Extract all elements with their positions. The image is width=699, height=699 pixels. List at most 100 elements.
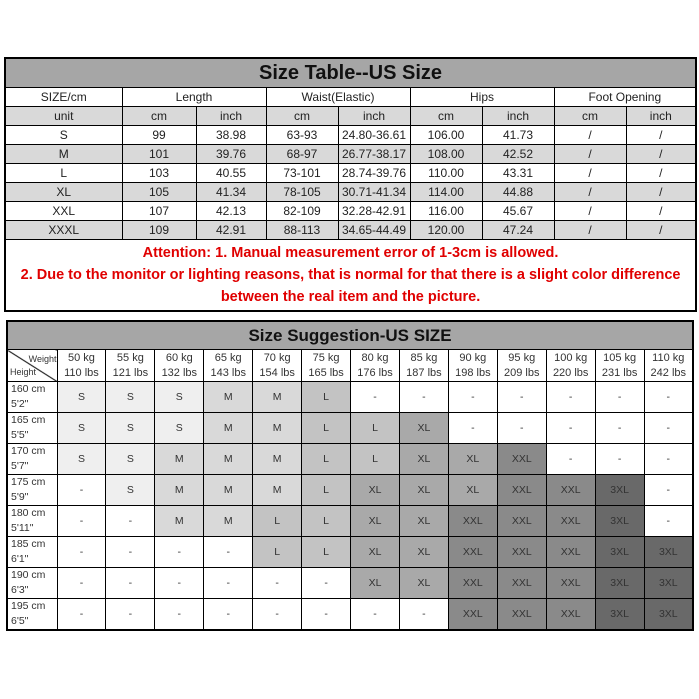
weight-header: 85 kg 187 lbs — [398, 349, 449, 382]
weight-lbs: 154 lbs — [259, 366, 295, 379]
suggested-size-cell: M — [252, 474, 303, 506]
suggested-size-cell: S — [56, 443, 107, 475]
size-cell: 28.74-39.76 — [337, 163, 411, 183]
height-ft: 5'11" — [11, 522, 34, 534]
size-cell: 38.98 — [195, 125, 267, 145]
suggested-size-cell: XL — [350, 536, 400, 568]
size-cell: / — [553, 182, 627, 202]
suggestion-row: 160 cm 5'2" S S S M M L - - - - - - - — [6, 381, 694, 413]
height-header: 190 cm 6'3" — [6, 567, 58, 599]
weight-header: 105 kg 231 lbs — [594, 349, 645, 382]
size-cell: / — [625, 144, 697, 164]
weight-kg: 80 kg — [361, 351, 389, 364]
weight-kg: 85 kg — [410, 351, 438, 364]
suggested-size-cell: XXL — [545, 505, 596, 537]
size-suggestion-title: Size Suggestion-US SIZE — [6, 320, 694, 350]
weight-label: Weight — [28, 354, 57, 364]
size-cell: 78-105 — [265, 182, 339, 202]
suggested-size-cell: - — [105, 567, 156, 599]
suggestion-row: 185 cm 6'1" - - - - L L XL XL XXL XXL XXL 3XL 3XL — [6, 536, 694, 568]
size-cell: 24.80-36.61 — [337, 125, 411, 145]
height-cm: 175 cm — [11, 476, 46, 488]
weight-lbs: 110 lbs — [64, 366, 99, 379]
suggested-size-cell: - — [56, 598, 107, 631]
weight-kg: 60 kg — [165, 351, 193, 364]
suggested-size-cell: 3XL — [643, 567, 694, 599]
suggested-size-cell: - — [594, 443, 645, 475]
attention-note: Attention: 1. Manual measurement error o… — [4, 239, 697, 312]
suggested-size-cell: 3XL — [643, 536, 694, 568]
size-label: M — [4, 144, 123, 164]
suggested-size-cell: L — [252, 505, 303, 537]
suggested-size-cell: XL — [398, 474, 449, 506]
size-cell: 101 — [121, 144, 197, 164]
suggested-size-cell: 3XL — [643, 598, 694, 631]
size-cell: 63-93 — [265, 125, 339, 145]
unit-header: inch — [481, 106, 555, 126]
suggested-size-cell: S — [154, 381, 205, 413]
suggested-size-cell: 3XL — [594, 598, 645, 631]
suggested-size-cell: M — [252, 443, 303, 475]
height-header: 170 cm 5'7" — [6, 443, 58, 475]
suggested-size-cell: XL — [398, 412, 449, 444]
size-cell: 110.00 — [409, 163, 483, 183]
suggested-size-cell: XXL — [496, 474, 547, 506]
weight-kg: 70 kg — [263, 351, 291, 364]
size-cell: 109 — [121, 220, 197, 240]
suggested-size-cell: - — [301, 598, 352, 631]
size-cell: 73-101 — [265, 163, 339, 183]
weight-kg: 95 kg — [508, 351, 536, 364]
height-ft: 6'3" — [11, 584, 29, 596]
suggested-size-cell: XXL — [545, 536, 596, 568]
size-cell: / — [553, 144, 627, 164]
suggested-size-cell: - — [496, 412, 547, 444]
suggested-size-cell: - — [105, 598, 156, 631]
suggested-size-cell: - — [203, 536, 254, 568]
suggested-size-cell: XXL — [447, 567, 498, 599]
suggested-size-cell: XXL — [545, 567, 596, 599]
size-label: L — [4, 163, 123, 183]
weight-lbs: 198 lbs — [455, 366, 491, 379]
size-cell: 108.00 — [409, 144, 483, 164]
suggested-size-cell: S — [56, 412, 107, 444]
column-group-header: Foot Opening — [553, 87, 697, 107]
column-group-header: Hips — [409, 87, 555, 107]
suggested-size-cell: - — [56, 505, 107, 537]
suggested-size-cell: S — [154, 412, 205, 444]
suggested-size-cell: S — [56, 381, 107, 413]
suggested-size-cell: - — [643, 505, 694, 537]
weight-header: 95 kg 209 lbs — [496, 349, 547, 382]
height-label: Height — [10, 367, 37, 377]
unit-header: inch — [625, 106, 697, 126]
weight-lbs: 231 lbs — [601, 366, 638, 379]
weight-header: 110 kg 242 lbs — [643, 349, 694, 382]
size-cell: 32.28-42.91 — [337, 201, 411, 221]
size-cell: 116.00 — [409, 201, 483, 221]
suggested-size-cell: XL — [447, 474, 498, 506]
size-cell: 34.65-44.49 — [337, 220, 411, 240]
height-header: 160 cm 5'2" — [6, 381, 58, 413]
suggested-size-cell: - — [447, 381, 498, 413]
corner-header: Weight Height — [6, 349, 58, 382]
weight-lbs: 220 lbs — [552, 366, 589, 379]
suggested-size-cell: M — [203, 412, 254, 444]
suggested-size-cell: - — [594, 412, 645, 444]
weight-header: 55 kg 121 lbs — [105, 349, 156, 382]
size-label: XL — [4, 182, 123, 202]
suggested-size-cell: - — [105, 536, 156, 568]
unit-header: cm — [553, 106, 627, 126]
weight-header: 50 kg 110 lbs — [56, 349, 107, 382]
size-cell: / — [625, 182, 697, 202]
suggested-size-cell: - — [545, 443, 596, 475]
size-cell: 105 — [121, 182, 197, 202]
size-cell: 40.55 — [195, 163, 267, 183]
suggested-size-cell: L — [350, 443, 400, 475]
height-ft: 6'5" — [11, 615, 29, 627]
weight-kg: 50 kg — [68, 351, 95, 364]
suggested-size-cell: XL — [350, 474, 400, 506]
unit-header: cm — [265, 106, 339, 126]
weight-header: 75 kg 165 lbs — [301, 349, 352, 382]
suggested-size-cell: XL — [398, 443, 449, 475]
size-table: Size Table--US Size SIZE/cm Length Waist(E… — [4, 57, 698, 312]
height-header: 195 cm 6'5" — [6, 598, 58, 631]
